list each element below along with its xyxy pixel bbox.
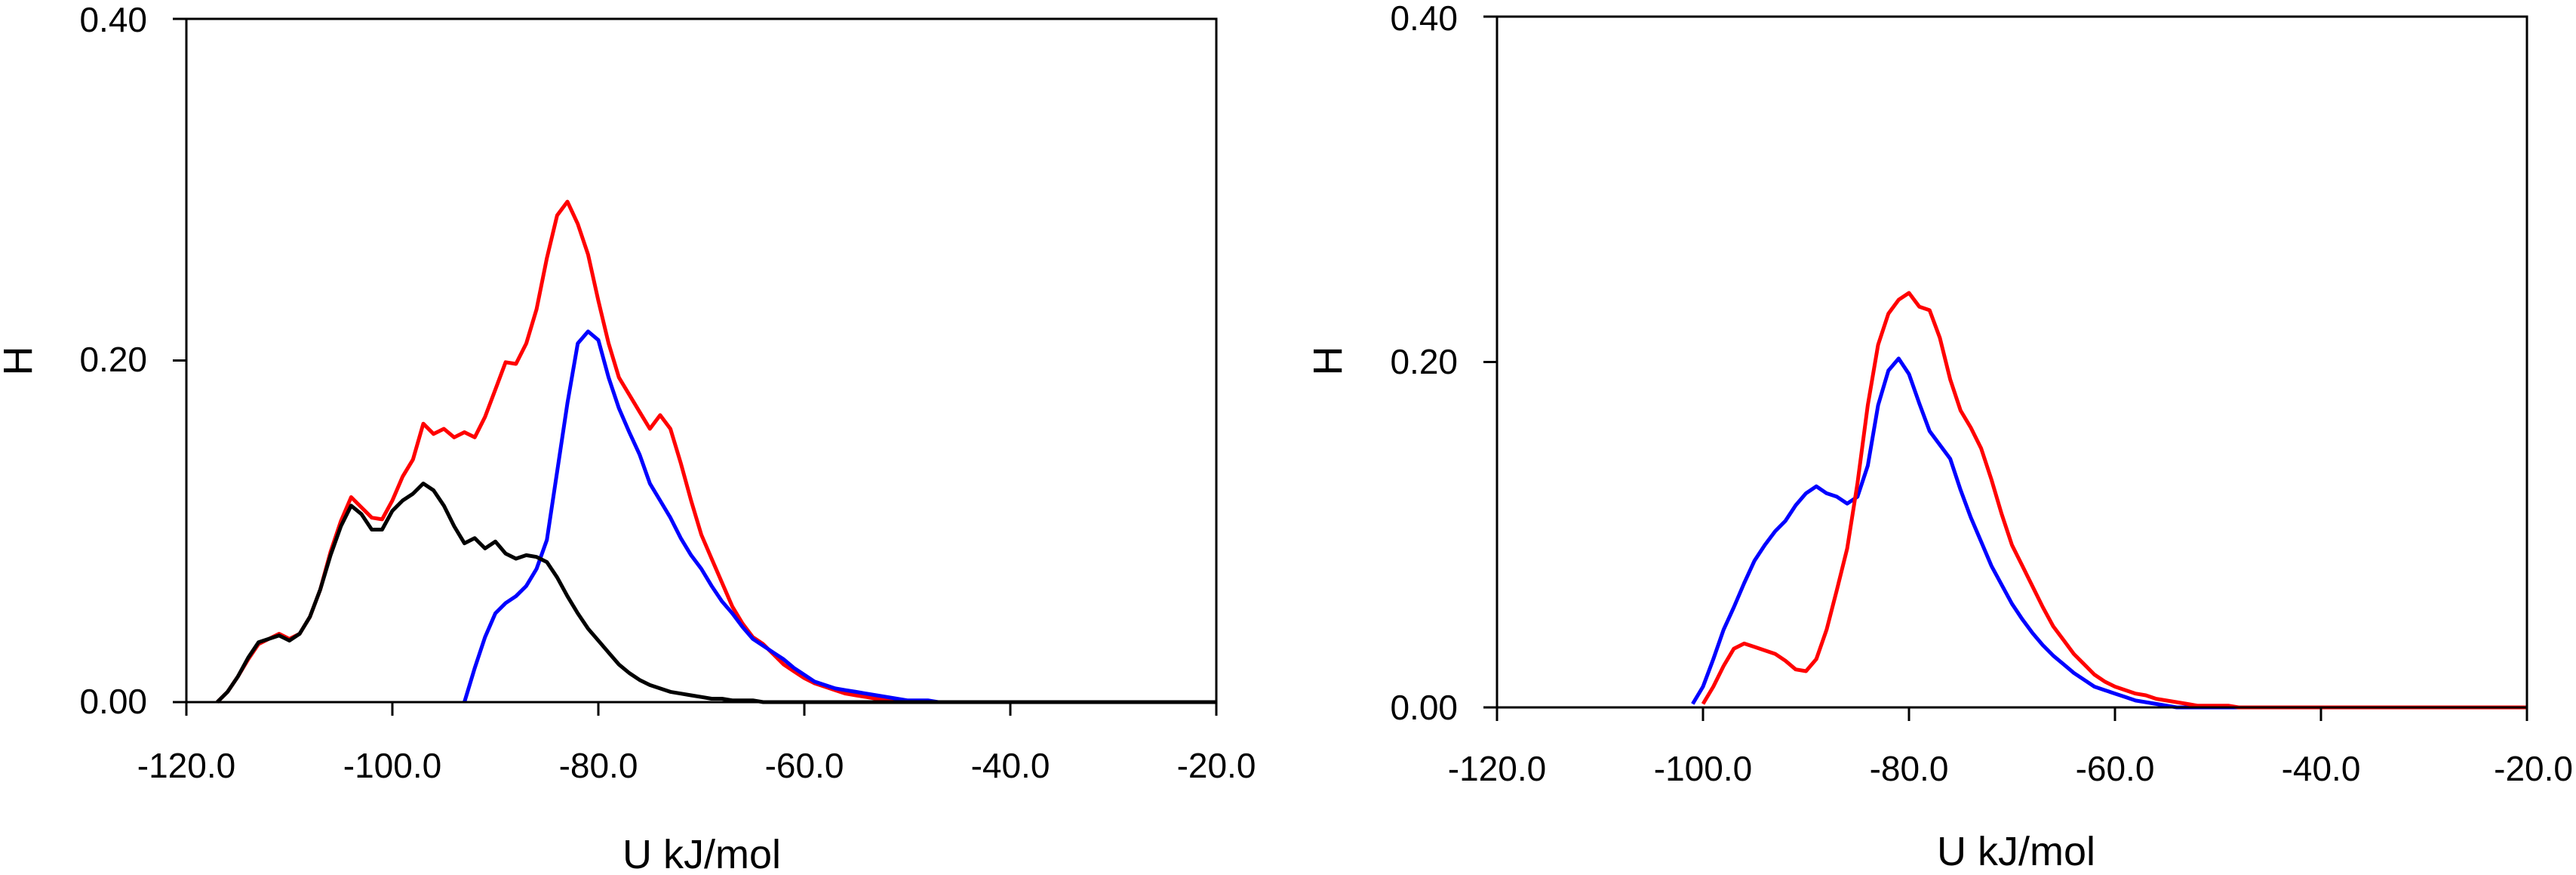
x-tick-label: -80.0 <box>559 746 638 785</box>
x-tick-label: -100.0 <box>343 746 441 785</box>
axis-ticks-left <box>173 17 1218 716</box>
y-tick-label: 0.00 <box>79 682 147 721</box>
y-tick-label: 0.40 <box>1390 0 1458 38</box>
plot-lines-left <box>216 199 1216 704</box>
x-tick-label: -60.0 <box>765 746 844 785</box>
chart-panel-right: -120.0 -100.0 -80.0 -60.0 -40.0 -20.0 0.… <box>1305 0 2573 874</box>
plot-lines-right <box>1691 291 2527 710</box>
x-tick-label: -80.0 <box>1870 749 1949 788</box>
series-line-2 <box>216 481 1216 704</box>
y-axis-title: H <box>1305 347 1351 376</box>
x-tick-label: -40.0 <box>2282 749 2361 788</box>
x-tick-label: -20.0 <box>2494 749 2573 788</box>
series-line-1 <box>1701 291 2527 710</box>
x-axis-title: U kJ/mol <box>622 832 781 875</box>
chart-panel-left: -120.0 -100.0 -80.0 -60.0 -40.0 -20.0 0.… <box>0 0 1256 875</box>
x-tick-label: -20.0 <box>1177 746 1256 785</box>
x-tick-label: -100.0 <box>1654 749 1752 788</box>
y-tick-label: 0.00 <box>1390 688 1458 727</box>
axis-ticks-right <box>1483 15 2528 721</box>
y-tick-label: 0.20 <box>79 340 147 379</box>
y-axis-title: H <box>0 347 41 376</box>
y-tick-label: 0.40 <box>79 0 147 39</box>
x-tick-label: -60.0 <box>2076 749 2155 788</box>
series-line-0 <box>1691 356 2527 710</box>
x-axis-title: U kJ/mol <box>1937 829 2095 874</box>
x-tick-label: -40.0 <box>971 746 1050 785</box>
x-tick-label: -120.0 <box>1448 749 1546 788</box>
x-tick-label: -120.0 <box>137 746 235 785</box>
series-line-1 <box>463 329 1216 704</box>
plot-frame-left <box>185 17 1218 704</box>
y-tick-label: 0.20 <box>1390 342 1458 381</box>
series-line-0 <box>216 199 1216 704</box>
